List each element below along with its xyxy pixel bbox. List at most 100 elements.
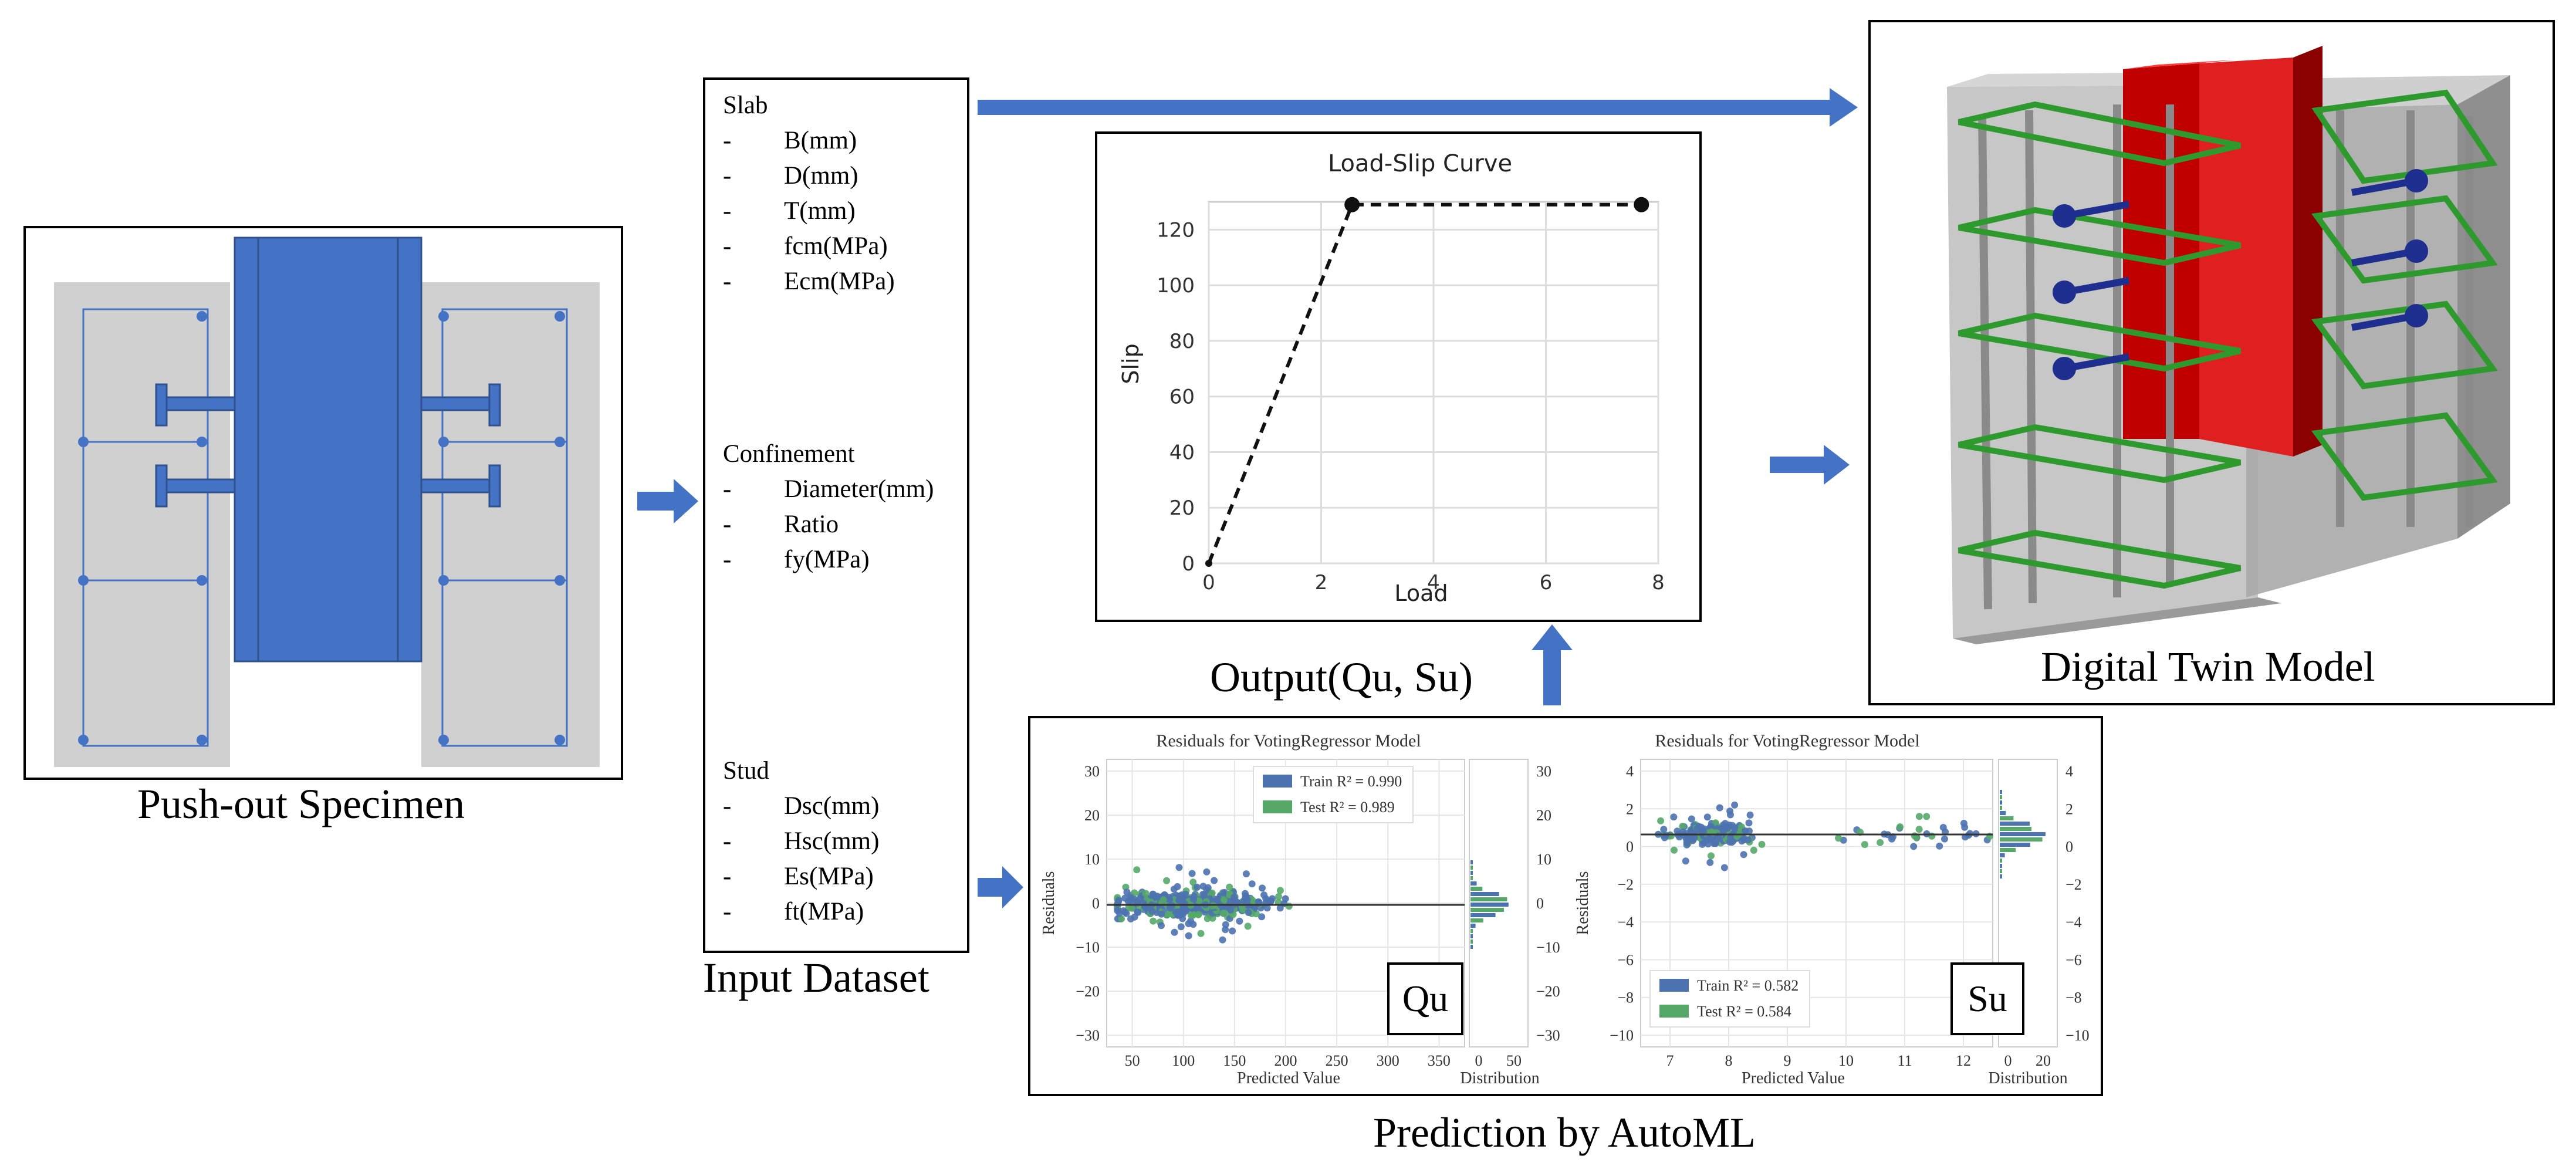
residual-point (1189, 911, 1197, 919)
residual-point (1941, 835, 1948, 843)
residual-point (1219, 936, 1226, 944)
dataset-item: - D(mm) (723, 162, 858, 190)
residual-point (1285, 903, 1293, 910)
y-tick-label: 10 (1084, 851, 1100, 868)
residual-point (1219, 910, 1227, 917)
dataset-item: - T(mm) (723, 197, 856, 225)
y-tick-label: −20 (1076, 983, 1100, 1000)
left-studs (155, 383, 236, 508)
residual-point (1118, 915, 1125, 922)
residual-point (1158, 922, 1165, 930)
dist-bar (1470, 871, 1473, 875)
residual-point (1670, 813, 1678, 821)
specimen-panel (23, 226, 623, 780)
x-axis-label: Load (1394, 580, 1448, 606)
dist-bar (2000, 822, 2030, 826)
su-tag: Su (1950, 962, 2024, 1035)
residual-point (1679, 823, 1686, 830)
dist-bar (2000, 811, 2006, 815)
qu-xlabel: Predicted Value (1237, 1069, 1340, 1087)
x-tick-label: 7 (1666, 1052, 1674, 1069)
residual-point (1689, 834, 1696, 842)
residual-point (1166, 896, 1174, 903)
input-dataset-caption: Input Dataset (703, 954, 929, 1001)
residual-point (1703, 813, 1711, 821)
right-slab (421, 282, 600, 767)
dist-y-tick-label: −10 (1536, 939, 1560, 956)
qu-title: Residuals for VotingRegressor Model (1156, 731, 1421, 751)
dist-x-tick-label: 50 (1506, 1052, 1522, 1069)
dist-y-tick-label: −20 (1536, 983, 1560, 1000)
residual-point (1936, 842, 1943, 850)
y-tick-label: 60 (1169, 386, 1195, 409)
dist-bar (1470, 881, 1477, 886)
residual-point (1177, 923, 1185, 931)
y-tick-label: 100 (1157, 274, 1195, 298)
dist-bar (1470, 945, 1473, 949)
qu-test-legend: Test R² = 0.989 (1300, 799, 1395, 816)
y-axis-label: Slip (1118, 343, 1144, 384)
dist-y-tick-label: −10 (2065, 1027, 2090, 1044)
residual-point (1244, 922, 1252, 930)
right-rebar-grid (441, 308, 568, 747)
residual-point (1208, 889, 1216, 897)
x-tick-label: 350 (1428, 1052, 1451, 1069)
dataset-item: - fcm(MPa) (723, 232, 888, 260)
slab-group: Slab - B(mm) - D(mm) - T(mm) - fcm(MPa) - Ecm… (723, 88, 895, 299)
residual-point (1226, 883, 1233, 891)
dist-bar (1470, 913, 1496, 917)
residual-point (1877, 839, 1884, 846)
y-tick-label: −4 (1617, 914, 1634, 931)
residual-point (1671, 846, 1678, 854)
dataset-item: - Ratio (723, 511, 839, 538)
residual-point (1716, 804, 1723, 812)
residual-point (1158, 910, 1165, 918)
residual-point (1222, 926, 1229, 934)
x-tick-label: 9 (1784, 1052, 1791, 1069)
automl-caption: Prediction by AutoML (1373, 1109, 1756, 1156)
dist-bar (2000, 832, 2046, 836)
dist-bar (1470, 866, 1473, 870)
residual-point (1163, 877, 1171, 884)
dist-bar (1470, 876, 1473, 880)
residual-point (1203, 868, 1211, 876)
digital-twin-render (1947, 46, 2510, 644)
residual-point (1236, 917, 1243, 925)
residual-point (1131, 889, 1138, 897)
output-caption: Output(Qu, Su) (1210, 654, 1473, 701)
residual-point (1699, 840, 1706, 848)
arrow-dataset-to-automl (978, 866, 1023, 908)
y-tick-label: −30 (1076, 1027, 1100, 1044)
right-studs (420, 383, 501, 508)
residual-point (1888, 835, 1895, 843)
dataset-item: - ft(MPa) (723, 898, 864, 925)
stud-heading: Stud (723, 757, 769, 785)
x-tick-label: 6 (1540, 571, 1553, 594)
load-slip-point (1344, 197, 1360, 212)
dist-bar (2000, 800, 2002, 805)
x-tick-label: 8 (1725, 1052, 1733, 1069)
residual-point (1133, 866, 1141, 874)
y-tick-label: 0 (1182, 552, 1195, 576)
residual-point (1148, 907, 1156, 915)
residual-point (1128, 904, 1135, 912)
x-tick-label: 4 (1427, 571, 1440, 594)
dist-bar (2000, 859, 2002, 863)
residual-point (1245, 909, 1252, 916)
y-tick-label: 20 (1084, 807, 1100, 824)
residual-point (1255, 898, 1262, 905)
dist-bar (1470, 908, 1504, 912)
dist-bar (2000, 848, 2016, 852)
load-slip-series-line (1207, 202, 1642, 565)
dist-y-tick-label: 0 (2065, 839, 2073, 856)
y-tick-label: −10 (1076, 939, 1100, 956)
residual-point (1197, 930, 1205, 937)
dataset-item: - Ecm(MPa) (723, 268, 895, 295)
residual-point (1189, 921, 1197, 928)
y-tick-label: −8 (1617, 989, 1634, 1006)
residual-point (1114, 907, 1121, 914)
dist-bar (1470, 924, 1476, 928)
residual-point (1911, 832, 1918, 840)
dist-y-tick-label: −8 (2065, 989, 2082, 1006)
dist-bar (1470, 918, 1483, 922)
